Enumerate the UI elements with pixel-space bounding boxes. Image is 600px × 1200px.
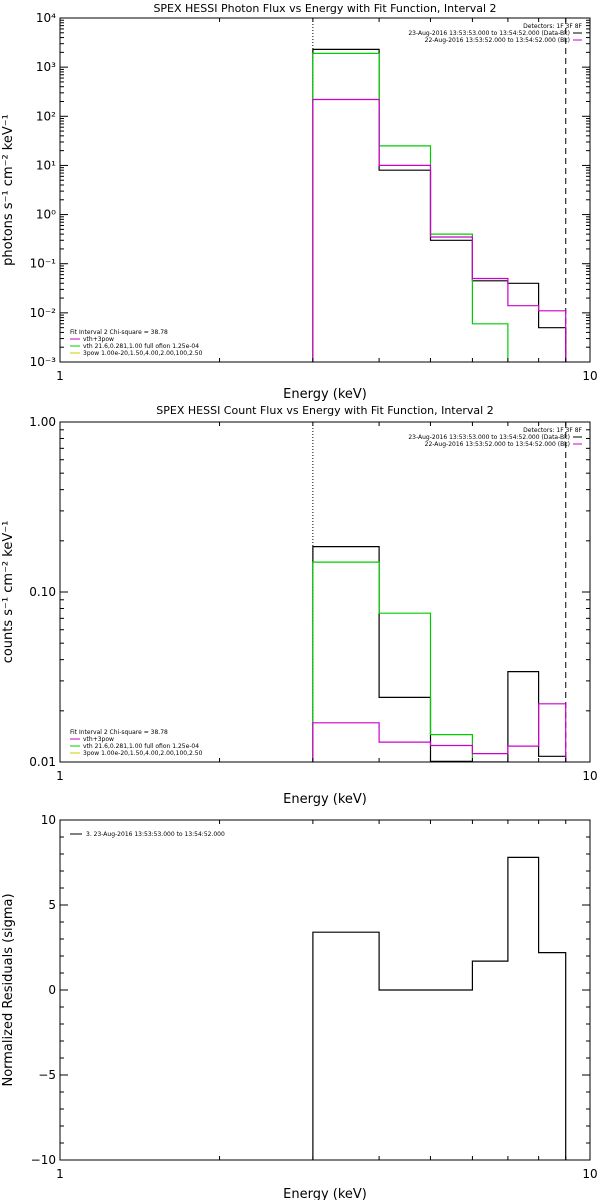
legend-header: Detectors: 1F 3F 8F	[523, 427, 582, 434]
legend-entry-text: 23-Aug-2016 13:53:53.000 to 13:54:52.000…	[408, 434, 570, 441]
panel-1: SPEX HESSI Photon Flux vs Energy with Fi…	[1, 2, 598, 402]
legend-fit: Fit Interval 2 Chi-square = 38.78vth+3po…	[70, 729, 203, 757]
x-axis-label: Energy (keV)	[283, 387, 367, 402]
data-series-group	[312, 48, 567, 362]
y-tick-label: −5	[38, 1068, 56, 1082]
y-tick-label: 0.10	[29, 585, 56, 599]
y-axis: 0.01 0.10 1.00	[29, 415, 590, 769]
histogram-series-3	[312, 703, 567, 762]
x-tick-label: 10	[582, 369, 597, 383]
fit-legend-entry: vth+3pow	[83, 336, 114, 343]
fit-legend-header: Fit Interval 2 Chi-square = 38.78	[70, 729, 168, 736]
y-tick-label: 10	[41, 813, 56, 827]
legend-entry-text: 23-Aug-2016 13:53:53.000 to 13:54:52.000…	[408, 30, 570, 37]
y-tick-label: 0	[48, 983, 56, 997]
y-axis: 10⁻³ 10⁻² 10⁻¹ 10⁰ 10¹ 10² 10³ 10⁴	[30, 11, 590, 369]
x-tick-label: 1	[56, 1167, 64, 1181]
fit-legend-entry: vth 21.6,0.281,1.00 full ofion 1.25e-04	[83, 743, 199, 750]
legend-header: Detectors: 1F 3F 8F	[523, 23, 582, 30]
x-tick-label: 1	[56, 369, 64, 383]
fit-legend-entry: vth 21.6,0.281,1.00 full ofion 1.25e-04	[83, 343, 199, 350]
y-axis-label: Normalized Residuals (sigma)	[1, 893, 16, 1086]
histogram-series-1	[312, 546, 567, 762]
fit-legend-entry: vth+3pow	[83, 736, 114, 743]
legend-top: 3. 23-Aug-2016 13:53:53.000 to 13:54:52.…	[70, 831, 225, 838]
x-axis-label: Energy (keV)	[283, 1187, 367, 1200]
x-axis: 1 10	[56, 422, 598, 783]
chart-title: SPEX HESSI Count Flux vs Energy with Fit…	[156, 404, 493, 417]
x-tick-label: 10	[582, 1167, 597, 1181]
fit-legend-entry: 3pow 1.00e-20,1.50,4.00,2.00,100,2.50	[83, 350, 203, 357]
legend-entry-text: 22-Aug-2016 13:53:52.000 to 13:54:52.000…	[425, 441, 570, 448]
legend-fit: Fit Interval 2 Chi-square = 38.78vth+3po…	[70, 329, 203, 357]
y-tick-label: 10⁴	[36, 11, 56, 25]
y-tick-label: 0.01	[29, 755, 56, 769]
x-axis: 1 10	[56, 820, 598, 1181]
y-tick-label: 10¹	[36, 158, 56, 172]
x-tick-label: 10	[582, 769, 597, 783]
panel-2: SPEX HESSI Count Flux vs Energy with Fit…	[1, 404, 598, 807]
y-tick-label: 10²	[36, 109, 56, 123]
data-series-group	[312, 546, 567, 762]
data-series-group	[312, 856, 567, 1160]
x-tick-label: 1	[56, 769, 64, 783]
histogram-series-2	[312, 52, 509, 362]
y-tick-label: 10⁻²	[30, 306, 57, 320]
y-axis-label: photons s⁻¹ cm⁻² keV⁻¹	[1, 114, 16, 266]
x-axis-label: Energy (keV)	[283, 792, 367, 807]
panel-3: 1 10 Energy (keV) −10 −5 0 5 10 Normalized Resid…	[1, 813, 598, 1200]
y-tick-label: 10⁻¹	[30, 257, 57, 271]
x-axis: 1 10	[56, 18, 598, 383]
histogram-series-2	[312, 561, 473, 762]
plot-frame	[59, 819, 591, 1161]
histogram-series-1	[312, 48, 567, 362]
fit-legend-entry: 3pow 1.00e-20,1.50,4.00,2.00,100,2.50	[83, 750, 203, 757]
y-tick-label: 10⁰	[36, 208, 56, 222]
legend-entry-text: 3. 23-Aug-2016 13:53:53.000 to 13:54:52.…	[86, 831, 225, 838]
histogram-series-1	[312, 856, 567, 1160]
histogram-series-3	[312, 98, 567, 362]
y-tick-label: 1.00	[29, 415, 56, 429]
y-tick-label: 10⁻³	[30, 355, 57, 369]
fit-legend-header: Fit Interval 2 Chi-square = 38.78	[70, 329, 168, 336]
legend-entry-text: 22-Aug-2016 13:53:52.000 to 13:54:52.000…	[425, 37, 570, 44]
y-axis: −10 −5 0 5 10	[31, 813, 590, 1167]
y-tick-label: −10	[31, 1153, 56, 1167]
plot-frame	[59, 421, 591, 763]
y-tick-label: 5	[48, 898, 56, 912]
y-axis-label: counts s⁻¹ cm⁻² keV⁻¹	[1, 521, 16, 664]
chart-title: SPEX HESSI Photon Flux vs Energy with Fi…	[153, 2, 496, 15]
plot-frame	[59, 17, 591, 363]
y-tick-label: 10³	[36, 60, 56, 74]
